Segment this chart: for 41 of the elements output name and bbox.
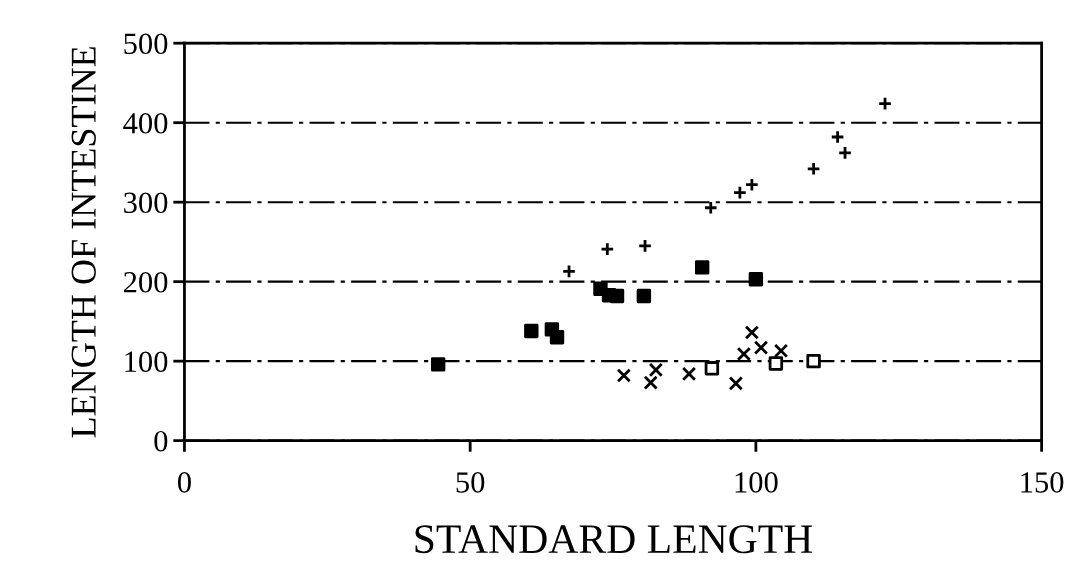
point <box>694 260 710 275</box>
point <box>768 356 784 371</box>
point <box>877 96 893 111</box>
point <box>773 343 789 359</box>
point <box>561 264 577 279</box>
x-axis-title: STANDARD LENGTH <box>415 525 813 554</box>
point <box>637 238 653 254</box>
point <box>830 129 845 145</box>
point <box>704 361 720 376</box>
point <box>524 323 539 339</box>
y-axis-title: LENGTH OF INTESTINE <box>71 47 96 438</box>
point <box>600 241 615 257</box>
point <box>549 330 565 345</box>
point <box>643 375 658 390</box>
point <box>703 200 718 215</box>
point <box>748 272 764 287</box>
point <box>744 325 760 340</box>
point <box>806 353 821 369</box>
y-tick-label: 300 <box>124 192 168 214</box>
point <box>636 288 652 304</box>
point <box>609 288 625 304</box>
point <box>744 177 760 192</box>
y-tick-label: 500 <box>124 33 168 55</box>
point <box>837 145 853 161</box>
point <box>806 161 821 176</box>
x-tick-label: 150 <box>1021 472 1064 493</box>
y-tick-label: 400 <box>123 112 168 134</box>
point <box>648 362 664 378</box>
y-tick-label: 200 <box>123 271 168 293</box>
point <box>728 376 744 391</box>
point <box>736 346 752 362</box>
point <box>732 185 748 200</box>
point <box>753 340 769 355</box>
y-tick-label: 0 <box>154 430 168 452</box>
x-tick-label: 50 <box>456 472 485 493</box>
point <box>430 357 446 372</box>
point <box>616 368 632 383</box>
x-tick-label: 0 <box>177 472 191 493</box>
y-tick-label: 100 <box>125 351 168 373</box>
point <box>681 366 697 382</box>
x-tick-label: 100 <box>735 472 778 493</box>
